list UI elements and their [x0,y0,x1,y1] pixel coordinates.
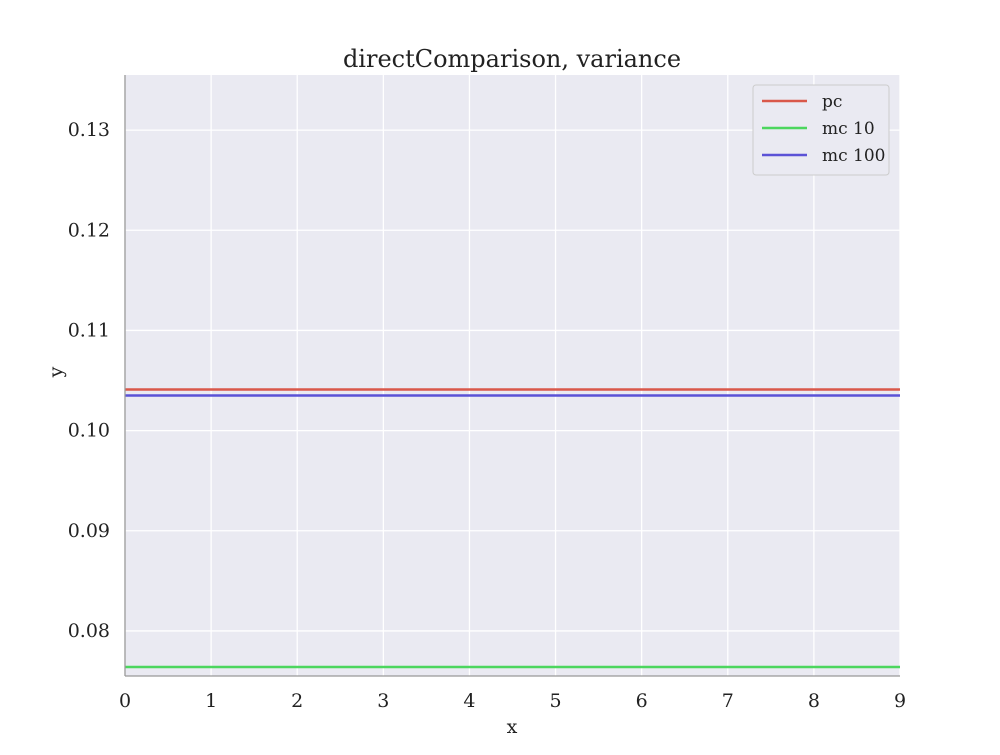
x-axis-label: x [507,716,518,738]
chart-title: directComparison, variance [343,45,681,73]
legend: pc mc 10 mc 100 [752,84,890,176]
axes [124,75,900,677]
x-tick-label: 9 [894,690,906,712]
x-tick-label: 6 [636,690,648,712]
y-tick-label: 0.08 [68,620,110,642]
legend-label: pc [822,92,842,112]
legend-label: mc 10 [822,119,875,139]
y-tick-label: 0.10 [68,420,110,442]
x-tick-label: 1 [205,690,217,712]
y-axis-label: y [45,366,67,378]
y-tick-label: 0.12 [68,219,110,241]
y-tick-label: 0.11 [68,319,110,341]
x-tick-label: 0 [119,690,131,712]
x-tick-label: 7 [722,690,734,712]
y-tick-label: 0.13 [68,119,110,141]
legend-box [752,84,890,176]
series-layer [125,388,900,669]
tick-labels: 0 1 2 3 4 5 6 7 8 9 0.08 0.09 0.10 0.11 0.12 0.13 [68,119,906,712]
x-tick-label: 8 [808,690,820,712]
y-tick-label: 0.09 [68,520,110,542]
x-tick-label: 4 [463,690,475,712]
x-tick-label: 3 [377,690,389,712]
x-tick-label: 2 [291,690,303,712]
x-tick-label: 5 [550,690,562,712]
legend-label: mc 100 [822,146,886,166]
